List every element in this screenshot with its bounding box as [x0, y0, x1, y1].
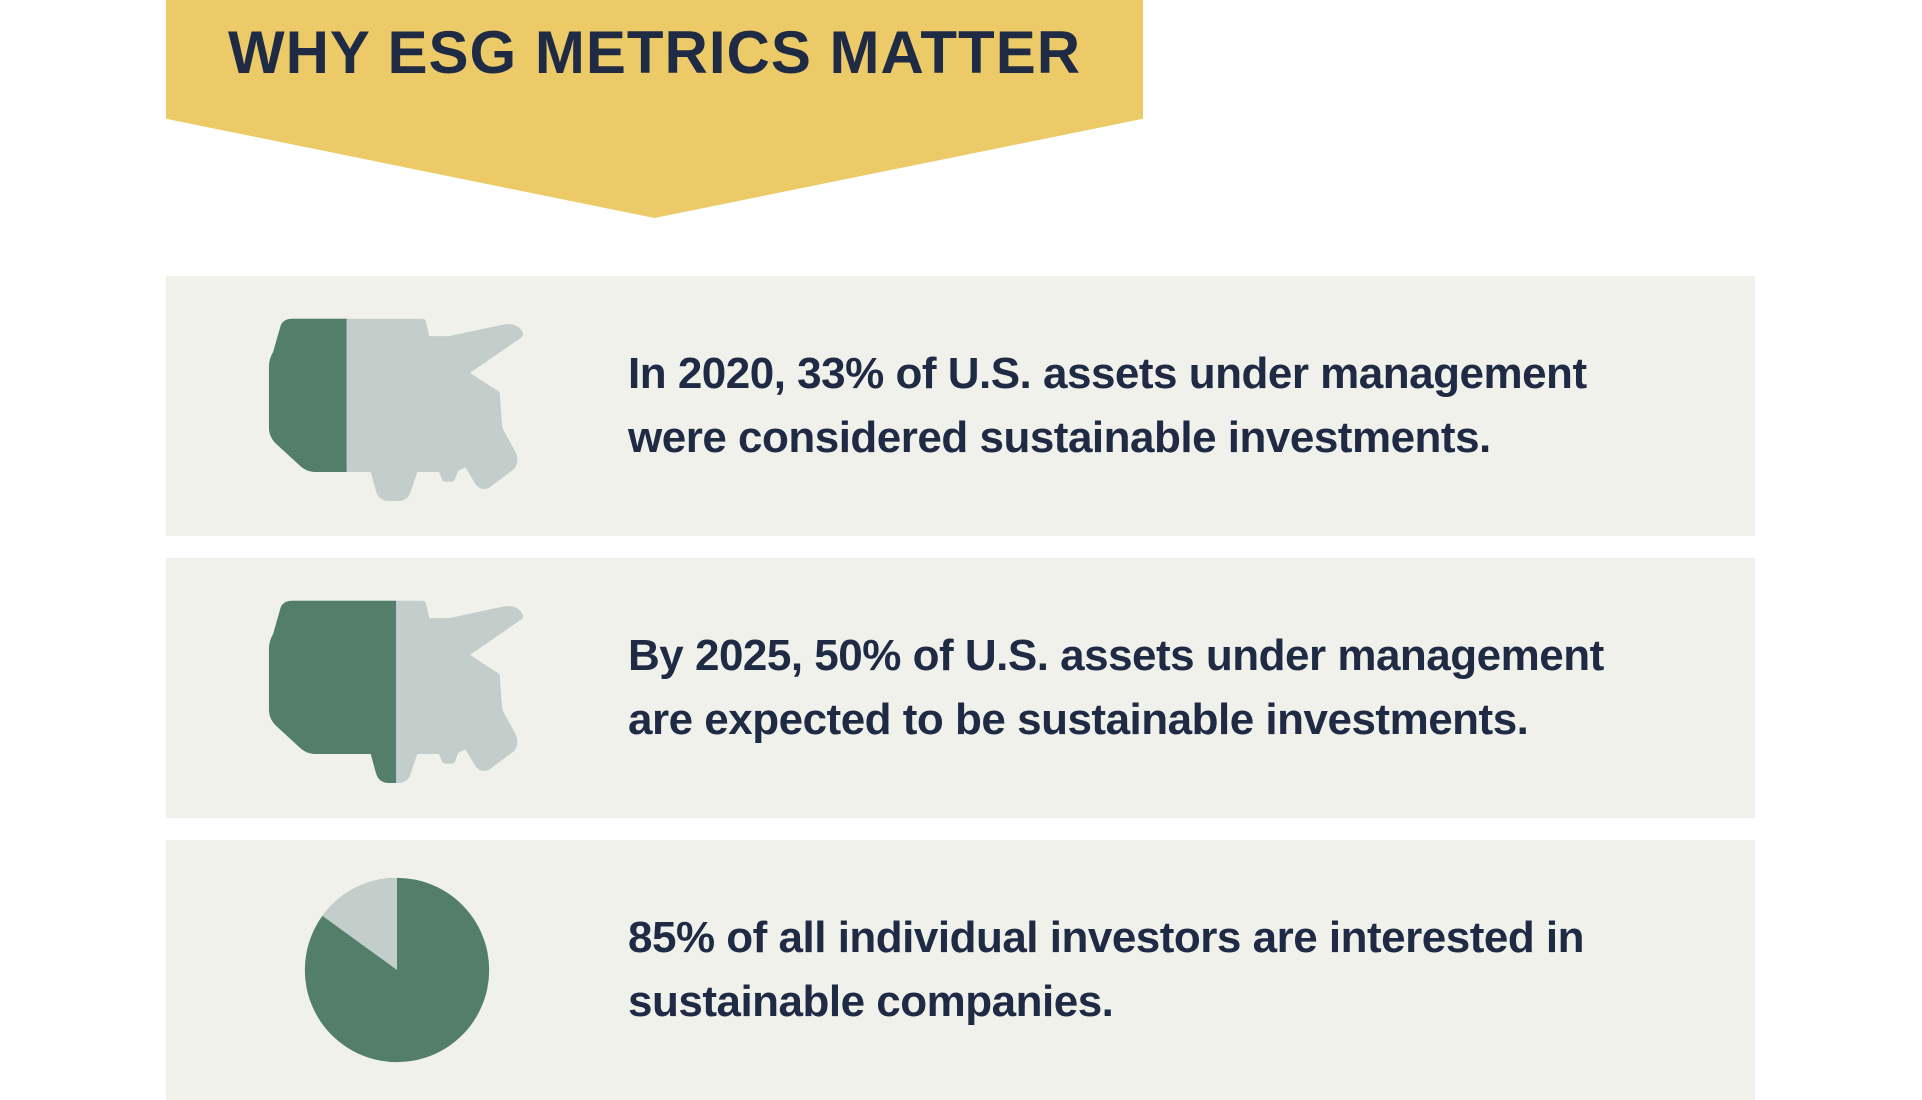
stat-text: 85% of all individual investors are inte…	[628, 906, 1585, 1034]
stat-text-line-2: were considered sustainable investments.	[628, 413, 1491, 462]
pie-chart-85-icon	[304, 877, 490, 1063]
stat-text-line-2: are expected to be sustainable investmen…	[628, 695, 1529, 744]
stat-card-2020: In 2020, 33% of U.S. assets under manage…	[166, 276, 1755, 536]
section-banner: WHY ESG METRICS MATTER	[166, 0, 1143, 218]
stat-icon-column	[166, 309, 628, 503]
us-map-33-icon	[268, 318, 524, 502]
stat-text: By 2025, 50% of U.S. assets under manage…	[628, 624, 1604, 752]
stat-card-investors: 85% of all individual investors are inte…	[166, 840, 1755, 1100]
stat-text-line-1: By 2025, 50% of U.S. assets under manage…	[628, 631, 1604, 680]
page-title: WHY ESG METRICS MATTER	[227, 19, 1082, 86]
stat-text-line-1: In 2020, 33% of U.S. assets under manage…	[628, 349, 1587, 398]
stat-card-2025: By 2025, 50% of U.S. assets under manage…	[166, 558, 1755, 818]
stat-icon-column	[166, 874, 628, 1066]
us-map-50-icon	[268, 600, 524, 784]
stat-text-line-2: sustainable companies.	[628, 977, 1114, 1026]
stat-text-line-1: 85% of all individual investors are inte…	[628, 913, 1585, 962]
stat-text: In 2020, 33% of U.S. assets under manage…	[628, 342, 1587, 470]
stat-icon-column	[166, 591, 628, 785]
